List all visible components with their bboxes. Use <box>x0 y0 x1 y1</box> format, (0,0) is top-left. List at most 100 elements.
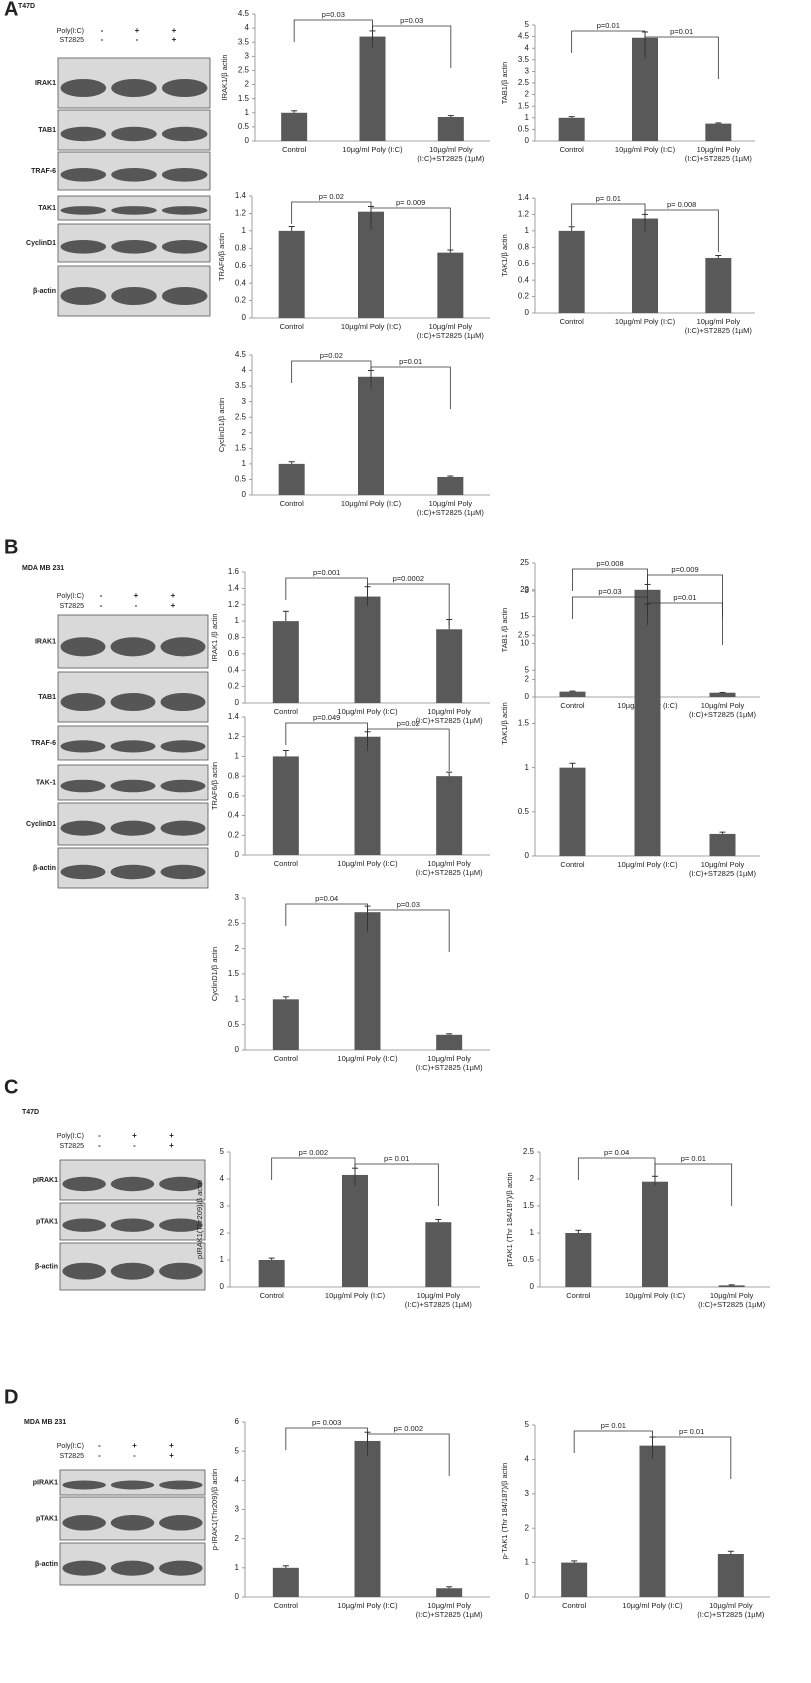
y-tick-label: 20 <box>520 585 529 594</box>
blot-band <box>62 1262 106 1280</box>
bar <box>258 1260 285 1287</box>
blot-band <box>110 1560 155 1576</box>
blot-label: pIRAK1 <box>33 1479 58 1486</box>
y-tick-label: 1.5 <box>518 101 530 110</box>
y-axis-label: pIRAK1(Thr209)/β actin <box>195 1180 204 1259</box>
bar <box>559 767 586 856</box>
y-tick-label: 3 <box>525 67 530 76</box>
p-value: p=0.03 <box>322 10 345 19</box>
bar <box>632 218 658 313</box>
bar <box>437 476 464 495</box>
p-value: p=0.009 <box>671 565 698 574</box>
y-tick-label: 0.4 <box>518 275 530 284</box>
y-tick-label: 1 <box>235 752 240 761</box>
x-tick-label: 10µg/ml Poly (I:C) <box>617 860 678 869</box>
blot-band <box>159 1176 203 1192</box>
blot-band <box>60 779 106 793</box>
y-axis-label: IRAK1 /β actin <box>210 613 219 661</box>
cell-line: MDA MB 231 <box>24 1419 66 1426</box>
bar <box>281 112 308 141</box>
p-value: p=0.008 <box>596 559 623 568</box>
p-value: p= 0.01 <box>679 1427 704 1436</box>
category-label-box: 10µg/ml Poly (I:C) <box>337 707 398 716</box>
category-label-box: Control <box>566 1291 590 1300</box>
significance-bracket <box>367 583 450 626</box>
p-value: p=0.01 <box>673 593 696 602</box>
y-tick-label: 3 <box>242 397 247 406</box>
treatment-name: ST2825 <box>59 1143 84 1150</box>
bar <box>354 596 381 703</box>
y-axis-label: CyclinD1/β actin <box>217 398 226 452</box>
x-tick-label: 10µg/ml Poly (I:C) <box>337 1054 398 1063</box>
x-tick-label: 10µg/ml Poly (I:C) <box>340 499 402 508</box>
bar <box>705 257 732 313</box>
category-label-box: 10µg/ml Poly (I:C)+ST2825 (1µM) <box>417 322 484 340</box>
blot-band <box>111 167 157 182</box>
y-tick-label: 1 <box>242 459 247 468</box>
y-tick-label: 1 <box>235 994 240 1003</box>
x-tick-label: Control <box>560 701 585 710</box>
blot-label: β-actin <box>33 865 56 872</box>
treatment-sign: + <box>172 26 177 35</box>
y-tick-label: 0 <box>235 698 240 707</box>
category-label-box: Control <box>560 860 585 869</box>
blot-band <box>60 79 107 97</box>
blot-band <box>110 740 156 753</box>
significance-bracket <box>577 1157 656 1180</box>
x-tick-label: 10µg/ml Poly (I:C)+ST2825 (1µM) <box>415 707 483 725</box>
y-tick-label: 4 <box>245 23 250 32</box>
y-tick-label: 3.5 <box>518 55 530 64</box>
x-tick-label: 10µg/ml Poly (I:C)+ST2825 (1µM) <box>415 1601 483 1619</box>
treatment-sign: + <box>172 35 177 44</box>
x-tick-label: Control <box>273 707 298 716</box>
treatment-name: Poly(I:C) <box>57 593 84 600</box>
y-tick-label: 0 <box>235 850 240 859</box>
bar <box>425 1222 452 1287</box>
y-tick-label: 1.2 <box>518 210 530 219</box>
x-tick-label: Control <box>560 860 585 869</box>
treatment-name: Poly(I:C) <box>57 1443 84 1450</box>
treatment-sign: - <box>135 601 138 610</box>
blot-band <box>161 287 208 305</box>
y-axis-label: TAB1 /β actin <box>500 608 509 653</box>
y-tick-label: 0.5 <box>518 807 530 816</box>
y-tick-label: 0.5 <box>228 1020 240 1029</box>
y-axis-label: IRAK1/β actin <box>220 55 229 101</box>
blot-band <box>110 864 156 880</box>
bar <box>639 1445 666 1597</box>
y-tick-label: 0.2 <box>235 296 247 305</box>
y-tick-label: 0.6 <box>235 261 247 270</box>
category-label-box: 10µg/ml Poly (I:C)+ST2825 (1µM) <box>417 499 484 517</box>
category-label-box: 10µg/ml Poly (I:C)+ST2825 (1µM) <box>415 1601 483 1619</box>
y-tick-label: 2 <box>235 1534 240 1543</box>
y-tick-label: 1.5 <box>523 1201 535 1210</box>
x-tick-label: Control <box>273 1601 298 1610</box>
blot-band <box>159 1560 203 1576</box>
y-tick-label: 3.5 <box>235 381 247 390</box>
y-tick-label: 3 <box>235 1505 240 1514</box>
panel-letter: B <box>4 536 18 558</box>
x-tick-label: Control <box>562 1601 587 1610</box>
y-tick-label: 0 <box>242 490 247 499</box>
category-label-box: Control <box>273 707 298 716</box>
blot-band <box>160 864 206 880</box>
bar <box>558 117 585 141</box>
blot-label: pTAK1 <box>36 1218 58 1225</box>
y-tick-label: 1.5 <box>235 443 247 452</box>
y-tick-label: 0.2 <box>518 292 530 301</box>
p-value: p= 0.01 <box>601 1421 626 1430</box>
blot-label: CyclinD1 <box>26 240 56 247</box>
y-tick-label: 4 <box>220 1174 225 1183</box>
y-axis-label: p-TAK1 (Thr 184/187)/β actin <box>500 1463 509 1560</box>
x-tick-label: Control <box>559 317 584 326</box>
y-tick-label: 1.4 <box>228 583 240 592</box>
category-label-box: 10µg/ml Poly (I:C)+ST2825 (1µM) <box>416 1054 483 1072</box>
category-label-box: 10µg/ml Poly (I:C) <box>337 1054 398 1063</box>
blot-band <box>110 1480 155 1490</box>
y-tick-label: 0 <box>525 851 530 860</box>
blot-band <box>62 1218 106 1232</box>
bar <box>717 1554 744 1597</box>
x-tick-label: 10µg/ml Poly (I:C) <box>337 707 398 716</box>
p-value: p= 0.02 <box>319 192 344 201</box>
category-label-box: Control <box>280 499 304 508</box>
